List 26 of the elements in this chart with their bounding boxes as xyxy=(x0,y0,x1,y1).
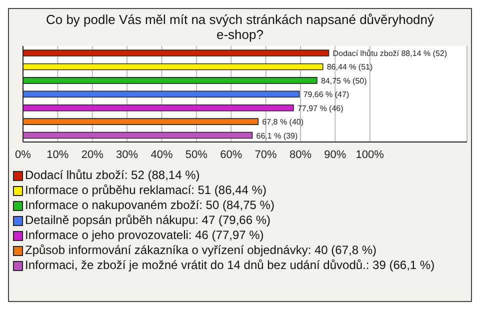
legend-label: Informace o průběhu reklamací: 51 (86,44 %) xyxy=(25,183,266,198)
x-tick-label: 90% xyxy=(324,148,346,161)
legend-label: Způsob informování zákazníka o vyřízení objednávky: 40 (67,8 %) xyxy=(25,243,377,258)
x-tick-label: 40% xyxy=(150,148,173,161)
x-tick-label: 80% xyxy=(289,148,312,161)
data-label: 67,8 % (40) xyxy=(262,118,304,127)
data-label: 84,75 % (50) xyxy=(320,76,368,86)
data-label: 86,44 % (51) xyxy=(326,62,373,72)
x-tick-label: 30% xyxy=(116,148,138,161)
data-label: 66,1 % (39) xyxy=(256,131,298,140)
chart-title: Co by podle Vás měl mít na svých stránkách napsané důvěryhodný e-shop? xyxy=(44,11,436,42)
x-tick-label: 10% xyxy=(46,148,69,161)
legend-label: Informace o jeho provozovateli: 46 (77,97 %) xyxy=(25,228,264,243)
data-label: 79,66 % (47) xyxy=(303,90,350,100)
x-tick-label: 100% xyxy=(356,148,384,161)
legend-label: Informaci, že zboží je možné vrátit do 14 dnů bez udání důvodů.: 39 (66,1 %) xyxy=(25,258,435,273)
x-tick-label: 20% xyxy=(81,148,104,161)
x-tick-label: 0% xyxy=(15,148,32,161)
x-tick-label: 60% xyxy=(220,148,242,161)
legend-label: Detailně popsán průběh nákupu: 47 (79,66 %) xyxy=(25,213,271,228)
data-label: 77,97 % (46) xyxy=(297,104,344,113)
data-label: Dodací lhůtu zboží 88,14 % (52) xyxy=(332,49,448,58)
legend-label: Dodací lhůtu zboží: 52 (88,14 %) xyxy=(25,168,200,183)
x-tick-label: 50% xyxy=(185,148,208,161)
x-tick-label: 70% xyxy=(254,148,278,161)
legend-label: Informace o nakupovaném zboží: 50 (84,75 %) xyxy=(25,198,274,213)
